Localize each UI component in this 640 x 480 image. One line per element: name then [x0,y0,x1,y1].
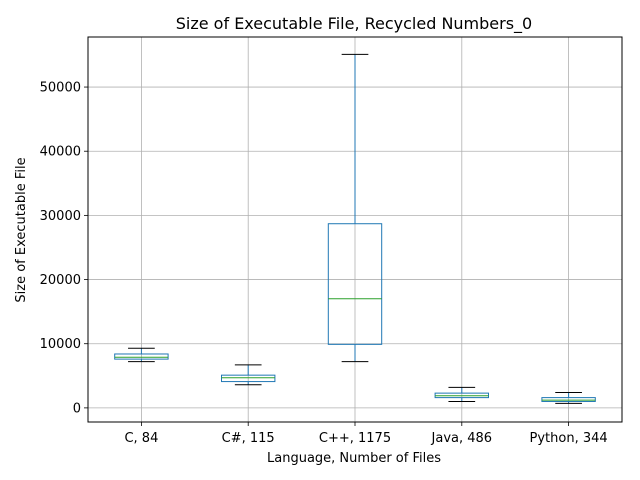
x-tick-label: C#, 115 [222,431,275,446]
box-group [221,364,276,386]
x-tick-label: Python, 344 [530,431,608,446]
iqr-box [221,374,276,383]
y-tick-label: 0 [73,401,81,416]
iqr-box [541,397,596,402]
chart-title: Size of Executable File, Recycled Number… [176,14,532,34]
x-tick-label: C++, 1175 [319,431,391,446]
box-group [114,347,169,363]
axis-ticks: 0 10000 20000 30000 40000 50000 C, 84 C#, 115 C+… [40,81,608,446]
box-group [541,391,596,404]
y-tick-label: 20000 [40,273,81,288]
x-tick-label: C, 84 [124,431,158,446]
box-group [327,53,383,363]
y-tick-label: 10000 [40,337,81,352]
box-group [434,386,490,402]
iqr-box [327,223,383,345]
y-tick-label: 30000 [40,209,81,224]
x-tick-label: Java, 486 [431,431,493,446]
x-axis-title: Language, Number of Files [267,451,441,466]
y-tick-label: 50000 [40,81,81,96]
y-axis-title: Size of Executable File [14,157,29,302]
boxes [114,53,596,404]
y-tick-label: 40000 [40,145,81,160]
iqr-box [114,353,169,360]
